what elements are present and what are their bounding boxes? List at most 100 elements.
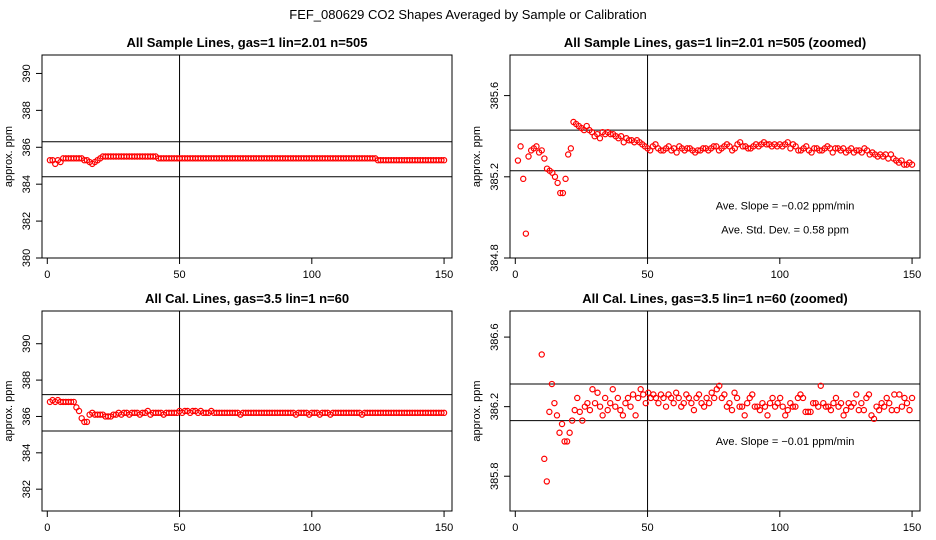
data-point (655, 399, 662, 407)
x-tick-label: 50 (173, 522, 185, 534)
data-point (614, 394, 622, 402)
data-point (906, 406, 913, 414)
data-point (774, 399, 781, 407)
data-point (766, 399, 774, 407)
data-point (784, 406, 791, 414)
data-point (594, 389, 601, 396)
y-tick-label: 385.2 (489, 163, 501, 191)
data-point (576, 408, 583, 416)
x-tick-label: 100 (771, 269, 789, 281)
data-point (830, 399, 837, 407)
data-point (189, 407, 196, 415)
data-point (662, 403, 670, 410)
data-point (807, 408, 814, 416)
data-point (75, 407, 83, 415)
data-point (694, 147, 702, 154)
data-point (596, 135, 604, 142)
data-point (612, 403, 619, 410)
data-point (607, 130, 614, 138)
data-point (858, 399, 865, 407)
data-point (520, 175, 527, 183)
x-tick-label: 150 (903, 269, 921, 281)
x-tick-label: 0 (512, 269, 518, 281)
data-point (832, 394, 840, 402)
data-point (622, 399, 629, 407)
data-point (837, 399, 845, 407)
data-point (287, 409, 294, 417)
data-point (660, 394, 667, 402)
data-point (632, 412, 639, 419)
data-point (900, 161, 908, 168)
y-axis-label: approx. ppm (3, 380, 15, 441)
data-point (171, 409, 178, 417)
page-title: FEF_080629 CO2 Shapes Averaged by Sample… (289, 7, 646, 22)
y-axis-label: approx. ppm (3, 126, 15, 187)
data-point (883, 394, 890, 402)
data-point (440, 156, 448, 164)
data-point (832, 145, 839, 152)
x-tick-label: 50 (641, 522, 653, 534)
data-point (667, 394, 675, 402)
data-point (809, 399, 817, 407)
data-point (525, 153, 532, 160)
y-tick-label: 390 (21, 335, 33, 353)
data-point (624, 394, 632, 402)
data-point (634, 394, 642, 402)
annotation-text: Ave. Std. Dev. = 0.58 ppm (721, 225, 849, 237)
data-point (149, 153, 157, 160)
data-point (571, 406, 578, 414)
data-point (657, 147, 664, 154)
data-point (645, 389, 652, 396)
plot-frame (41, 54, 453, 259)
data-point (853, 147, 860, 154)
data-point (637, 386, 644, 393)
data-point (586, 406, 594, 414)
data-point (711, 394, 718, 402)
data-point (120, 409, 128, 417)
data-point (104, 413, 112, 420)
data-point (551, 173, 559, 180)
data-point (155, 409, 162, 417)
data-point (670, 399, 677, 407)
y-axis-label: approx. ppm (471, 380, 483, 441)
chart-title: All Sample Lines, gas=1 lin=2.01 n=505 (127, 35, 368, 50)
data-point (855, 406, 863, 414)
data-point (716, 382, 723, 389)
data-point (548, 380, 556, 388)
data-point (538, 147, 545, 154)
data-point (908, 394, 916, 402)
y-tick-label: 386 (21, 407, 33, 425)
data-point (749, 391, 756, 398)
data-point (733, 394, 741, 402)
data-point (617, 406, 624, 414)
data-point (96, 411, 104, 418)
data-point (728, 406, 736, 414)
data-point (690, 406, 698, 414)
x-tick-label: 150 (435, 522, 453, 534)
data-point (202, 409, 210, 417)
data-point (627, 403, 634, 410)
data-point (558, 420, 566, 428)
data-point (543, 478, 551, 485)
data-point (607, 399, 614, 407)
data-point (440, 409, 448, 417)
data-point (710, 143, 717, 150)
data-point (743, 399, 751, 407)
data-point (591, 399, 599, 407)
y-tick-label: 384 (21, 175, 33, 193)
data-point (675, 394, 682, 402)
data-point (870, 415, 878, 423)
data-point (792, 403, 799, 410)
y-tick-label: 388 (21, 371, 33, 389)
data-point (810, 145, 818, 152)
annotation-text: Ave. Slope = −0.02 ppm/min (716, 200, 855, 212)
data-point (553, 412, 561, 419)
data-point (559, 189, 567, 197)
x-tick-label: 50 (641, 269, 653, 281)
data-point (46, 156, 54, 164)
data-point (708, 389, 715, 396)
x-tick-label: 0 (44, 522, 50, 534)
data-point (875, 406, 883, 414)
data-point (880, 403, 888, 410)
